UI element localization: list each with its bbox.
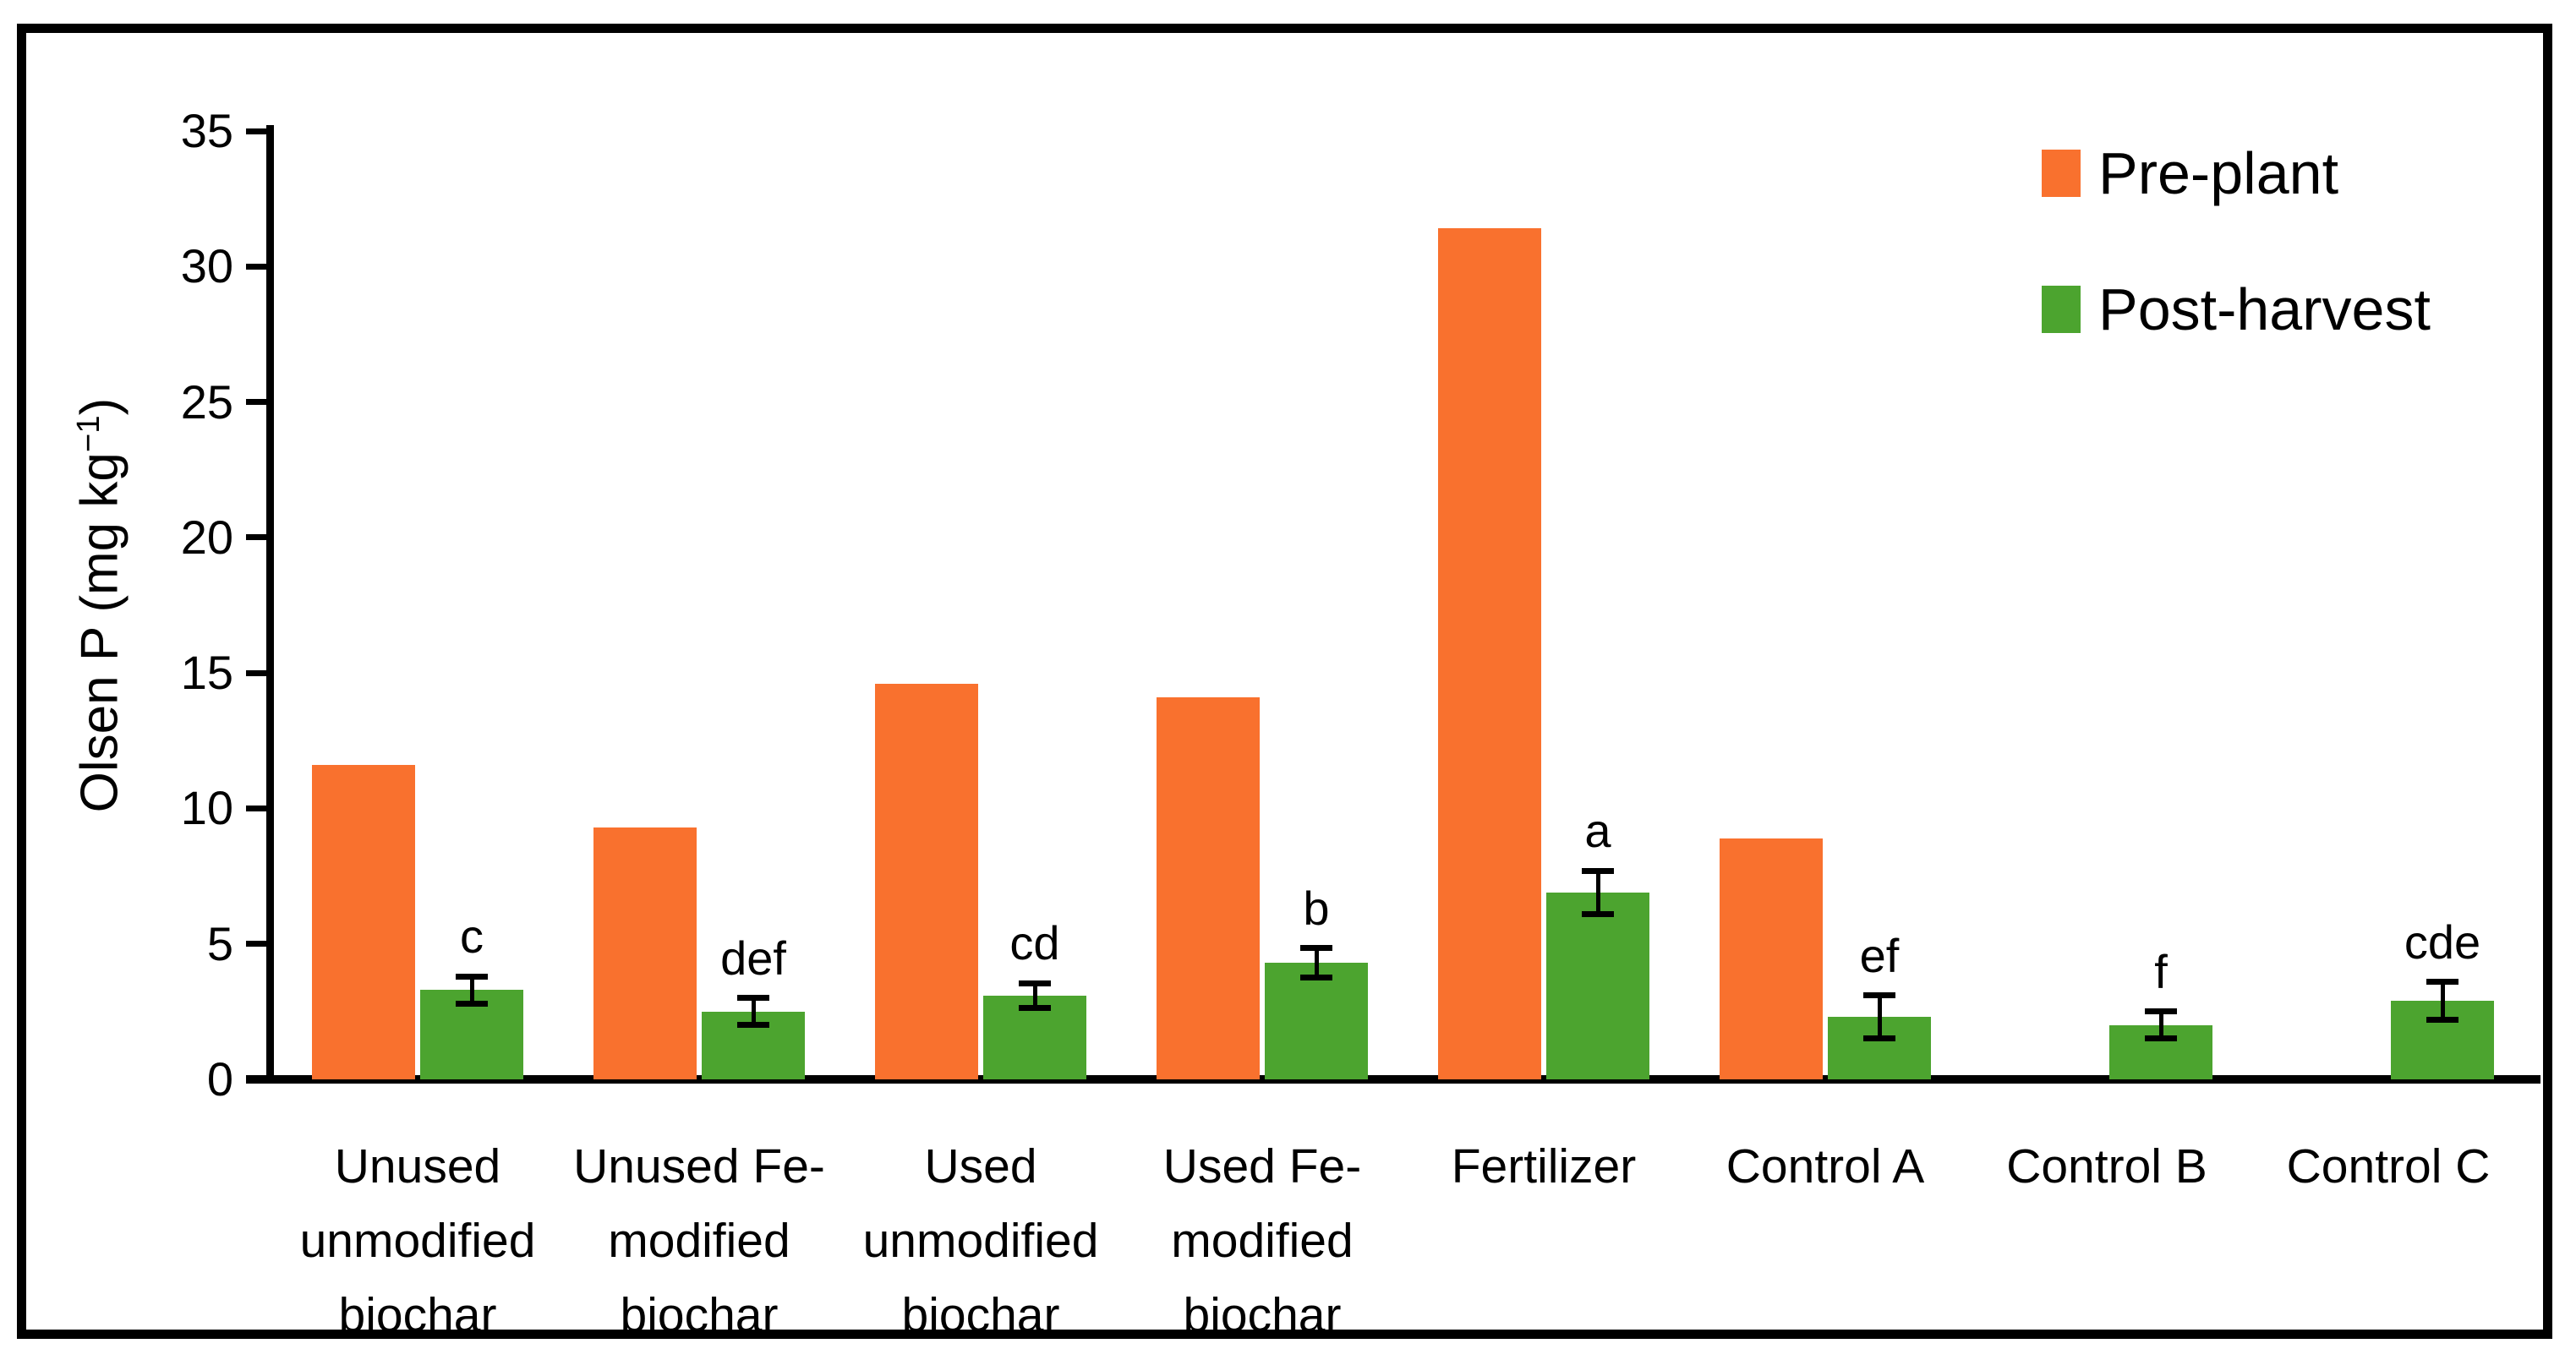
x-axis-category-label: Unused unmodified biochar bbox=[265, 1129, 570, 1349]
error-bar-cap bbox=[2145, 1035, 2177, 1042]
error-bar-cap bbox=[2426, 979, 2458, 986]
bar-pre-plant bbox=[1720, 838, 1823, 1079]
significance-letter: cd bbox=[1009, 916, 1060, 970]
error-bar-cap bbox=[2145, 1008, 2177, 1015]
error-bar-cap bbox=[1582, 867, 1614, 874]
y-tick-label: 10 bbox=[180, 781, 233, 835]
error-bar-line bbox=[1314, 948, 1319, 978]
legend-label-post-harvest: Post-harvest bbox=[2098, 276, 2431, 342]
x-axis-label-line: Control C bbox=[2286, 1139, 2491, 1193]
x-axis-category-label: Fertilizer bbox=[1392, 1129, 1696, 1204]
significance-letter: ef bbox=[1859, 928, 1900, 982]
error-bar-cap bbox=[1300, 945, 1332, 952]
x-axis-label-line: biochar bbox=[901, 1288, 1060, 1342]
x-axis-label-line: modified bbox=[1171, 1214, 1354, 1268]
error-bar-line bbox=[1877, 995, 1882, 1039]
x-axis-label-line: biochar bbox=[338, 1288, 497, 1342]
bar-pre-plant bbox=[593, 827, 697, 1079]
y-tick bbox=[246, 805, 266, 811]
error-bar-cap bbox=[1019, 980, 1051, 986]
error-bar-line bbox=[2158, 1011, 2163, 1039]
bar-post-harvest bbox=[1265, 963, 1368, 1079]
error-bar-cap bbox=[1863, 992, 1895, 999]
error-bar-cap bbox=[737, 995, 769, 1002]
x-axis-label-line: Unused Fe- bbox=[573, 1139, 825, 1193]
x-axis-label-line: biochar bbox=[1183, 1288, 1342, 1342]
significance-letter: a bbox=[1584, 804, 1611, 858]
x-axis-label-line: Used bbox=[924, 1139, 1037, 1193]
significance-letter: cde bbox=[2404, 915, 2481, 969]
significance-letter: def bbox=[720, 931, 786, 985]
y-tick bbox=[246, 1076, 266, 1083]
significance-letter: b bbox=[1303, 881, 1330, 935]
error-bar-line bbox=[1595, 871, 1600, 915]
y-tick-label: 0 bbox=[206, 1052, 233, 1106]
y-tick-label: 20 bbox=[180, 510, 233, 564]
legend-swatch-post-harvest bbox=[2042, 286, 2081, 333]
error-bar-cap bbox=[737, 1022, 769, 1029]
x-axis-label-line: unmodified bbox=[299, 1214, 536, 1268]
x-axis-category-label: Used Fe-modified biochar bbox=[1110, 1129, 1414, 1349]
y-tick-label: 25 bbox=[180, 374, 233, 429]
bar-pre-plant bbox=[1157, 696, 1260, 1079]
bar-pre-plant bbox=[875, 683, 978, 1079]
figure-border bbox=[17, 24, 2552, 1339]
y-tick-label: 5 bbox=[206, 916, 233, 970]
x-axis-label-line: Control A bbox=[1726, 1139, 1925, 1193]
bar-pre-plant bbox=[312, 765, 415, 1079]
error-bar-line bbox=[2440, 981, 2445, 1020]
x-axis-label-line: Control B bbox=[2006, 1139, 2207, 1193]
significance-letter: c bbox=[460, 909, 484, 964]
y-tick bbox=[246, 399, 266, 406]
significance-letter: f bbox=[2154, 944, 2168, 998]
error-bar-cap bbox=[456, 1000, 488, 1007]
error-bar-cap bbox=[1300, 975, 1332, 981]
error-bar-cap bbox=[1582, 910, 1614, 917]
error-bar-cap bbox=[1863, 1035, 1895, 1042]
x-axis-line bbox=[246, 1075, 2540, 1084]
x-axis-label-line: Fertilizer bbox=[1451, 1139, 1637, 1193]
x-axis-category-label: Unused Fe-modified biochar bbox=[547, 1129, 851, 1349]
x-axis-category-label: Control A bbox=[1673, 1129, 1977, 1204]
y-tick bbox=[246, 263, 266, 270]
error-bar-cap bbox=[2426, 1016, 2458, 1023]
error-bar-cap bbox=[456, 973, 488, 980]
y-tick-label: 35 bbox=[180, 104, 233, 157]
y-tick-label: 15 bbox=[180, 646, 233, 700]
x-axis-category-label: Used unmodified biochar bbox=[829, 1129, 1133, 1349]
error-bar-cap bbox=[1019, 1004, 1051, 1011]
x-axis-category-label: Control B bbox=[1955, 1129, 2259, 1204]
bar-pre-plant bbox=[1438, 228, 1541, 1079]
x-axis-label-line: biochar bbox=[620, 1288, 779, 1342]
legend-swatch-pre-plant bbox=[2042, 150, 2081, 197]
y-axis-line bbox=[266, 125, 274, 1084]
x-axis-label-line: unmodified bbox=[862, 1214, 1099, 1268]
x-axis-label-line: Unused bbox=[334, 1139, 501, 1193]
y-tick bbox=[246, 669, 266, 676]
y-tick bbox=[246, 534, 266, 541]
error-bar-line bbox=[751, 997, 756, 1025]
x-axis-category-label: Control C bbox=[2236, 1129, 2540, 1204]
y-tick-label: 30 bbox=[180, 239, 233, 293]
y-tick bbox=[246, 128, 266, 134]
error-bar-line bbox=[1032, 983, 1037, 1008]
error-bar-line bbox=[469, 976, 474, 1004]
y-tick bbox=[246, 941, 266, 948]
x-axis-label-line: Used Fe- bbox=[1162, 1139, 1362, 1193]
bar-post-harvest bbox=[1546, 892, 1649, 1079]
x-axis-label-line: modified bbox=[608, 1214, 790, 1268]
legend-label-pre-plant: Pre-plant bbox=[2098, 140, 2339, 206]
